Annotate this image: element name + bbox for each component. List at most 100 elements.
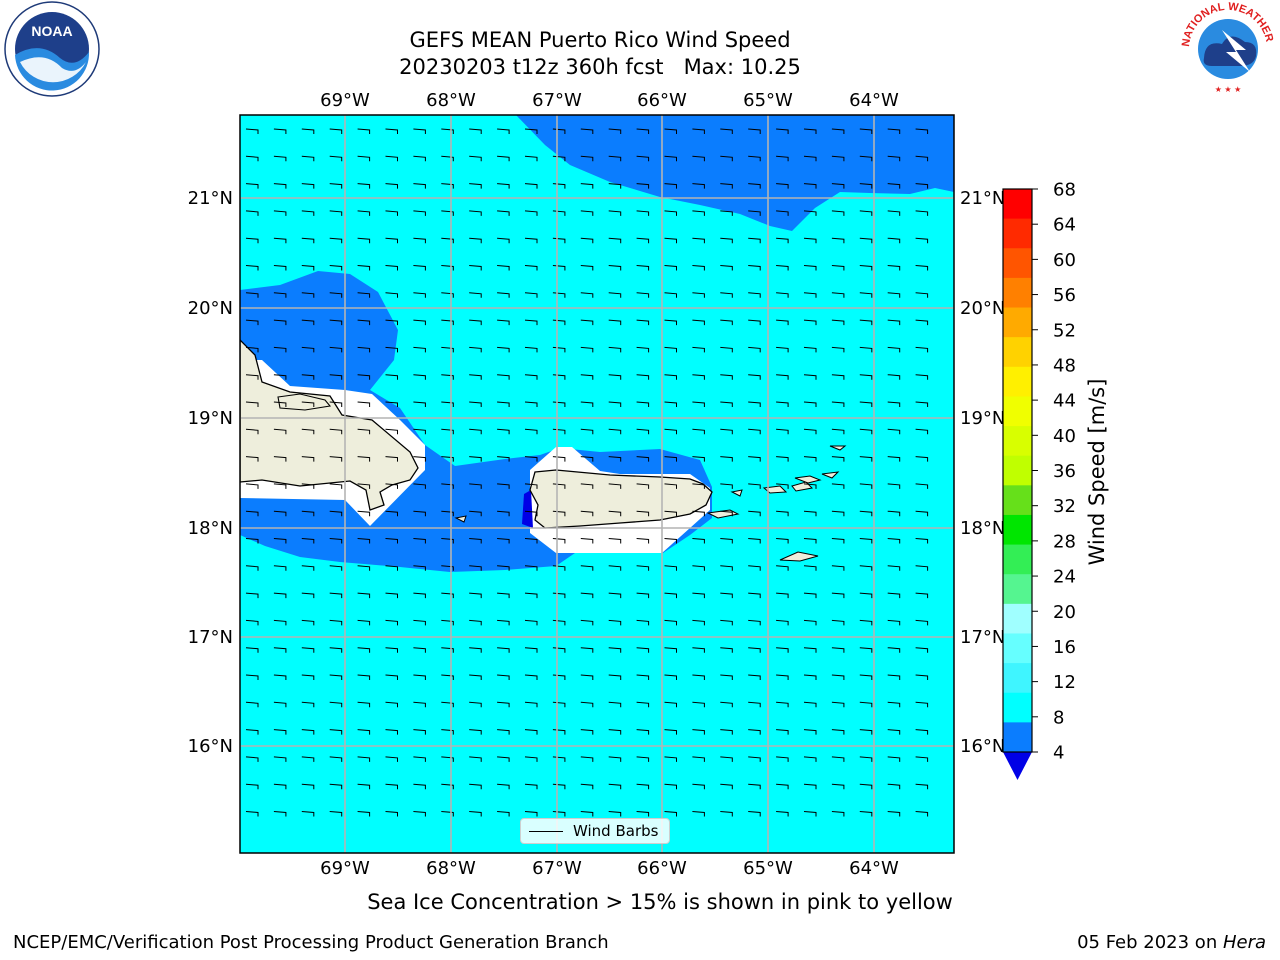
wind-barb — [887, 538, 901, 544]
wind-barb — [803, 565, 817, 571]
wind-barb — [608, 619, 622, 626]
wind-barb — [469, 811, 482, 817]
wind-barb — [608, 374, 622, 380]
wind-barb — [329, 155, 343, 162]
wind-barb — [497, 374, 510, 380]
wind-barb — [748, 756, 761, 762]
wind-barb — [524, 729, 538, 735]
wind-barb — [469, 565, 482, 571]
wind-barb — [357, 783, 371, 790]
wind-barb — [831, 674, 845, 680]
wind-barb — [636, 346, 650, 353]
wind-barb — [859, 401, 873, 407]
wind-barb — [748, 319, 761, 326]
wind-barb — [608, 701, 622, 708]
wind-barb — [524, 128, 538, 134]
wind-barb — [469, 647, 482, 653]
wind-barb — [441, 292, 454, 298]
wind-barb — [831, 538, 845, 544]
wind-barb — [664, 783, 677, 790]
wind-barb — [720, 319, 733, 326]
wind-barb — [748, 674, 761, 680]
colorbar-block — [1003, 248, 1032, 279]
wind-barb — [524, 428, 538, 435]
wind-barb — [664, 210, 677, 216]
wind-barb — [887, 210, 901, 216]
colorbar-label: Wind Speed [m/s] — [1085, 378, 1109, 566]
wind-barb — [831, 565, 845, 571]
wind-barb — [664, 428, 677, 435]
wind-barb — [803, 592, 817, 599]
wind-barb — [664, 237, 677, 244]
wind-barb — [441, 510, 454, 517]
wind-barb — [329, 265, 343, 271]
wind-barb — [245, 538, 259, 544]
wind-barb — [636, 565, 650, 571]
wind-barb — [748, 619, 761, 626]
wind-barb — [915, 401, 929, 407]
wind-barb — [245, 674, 259, 680]
lon-label-top-65: 65°W — [743, 90, 793, 111]
wind-barb — [915, 456, 929, 462]
wind-barb — [329, 319, 343, 326]
wind-barb — [636, 292, 650, 298]
wind-barb — [469, 701, 482, 708]
wind-barb — [664, 128, 677, 134]
wind-barb — [441, 428, 454, 435]
wind-barb — [273, 346, 287, 353]
wind-barb — [524, 183, 538, 189]
wind-barb — [887, 619, 901, 626]
wind-barb — [803, 510, 817, 517]
wind-barb — [776, 183, 789, 189]
wind-barb — [469, 292, 482, 298]
wind-barb — [776, 319, 789, 326]
wind-barb — [915, 510, 929, 517]
wind-barb — [524, 565, 538, 571]
colorbar-block — [1003, 574, 1032, 605]
wind-barb — [441, 783, 454, 790]
wind-barb — [580, 401, 594, 407]
wind-barb — [524, 374, 538, 380]
wind-barb — [385, 510, 398, 517]
wind-barb — [301, 346, 315, 353]
wind-barb — [803, 538, 817, 544]
wind-barb — [413, 292, 426, 298]
wind-barb — [301, 210, 315, 216]
lon-label-top-64: 64°W — [849, 90, 899, 111]
wind-barb — [831, 428, 845, 435]
lon-label-bottom-68: 68°W — [426, 858, 476, 879]
wind-barb — [831, 374, 845, 380]
wind-barb — [273, 428, 287, 435]
wind-barb — [831, 292, 845, 298]
wind-barb — [887, 265, 901, 271]
wind-barb — [692, 319, 705, 326]
wind-barb — [441, 811, 454, 817]
wind-barb — [720, 510, 733, 517]
wind-barb — [329, 401, 343, 407]
wind-barb — [859, 483, 873, 489]
wind-barb — [273, 483, 287, 489]
virgin-gorda — [821, 471, 840, 479]
wind-barb — [301, 237, 315, 244]
wind-barb — [580, 811, 594, 817]
wind-barb — [776, 210, 789, 216]
wind-barb — [273, 183, 287, 189]
wind-barb — [720, 401, 733, 407]
wind-barb — [329, 701, 343, 708]
wind-barb — [887, 128, 901, 134]
wind-barb — [692, 592, 705, 599]
wind-barb — [831, 210, 845, 216]
wind-barb — [469, 729, 482, 735]
wind-barb — [245, 346, 259, 353]
wind-barb — [385, 647, 398, 653]
colorbar-tick-label: 12 — [1053, 672, 1076, 693]
wind-barb — [357, 729, 371, 735]
wind-barb — [636, 237, 650, 244]
wind-barb — [803, 319, 817, 326]
wind-barb — [915, 210, 929, 216]
wind-barb — [887, 237, 901, 244]
colorbar-tick-label: 32 — [1053, 496, 1076, 517]
wind-barb — [469, 483, 482, 489]
wind-barb — [692, 183, 705, 189]
colorbar-tick-label: 68 — [1053, 180, 1076, 201]
